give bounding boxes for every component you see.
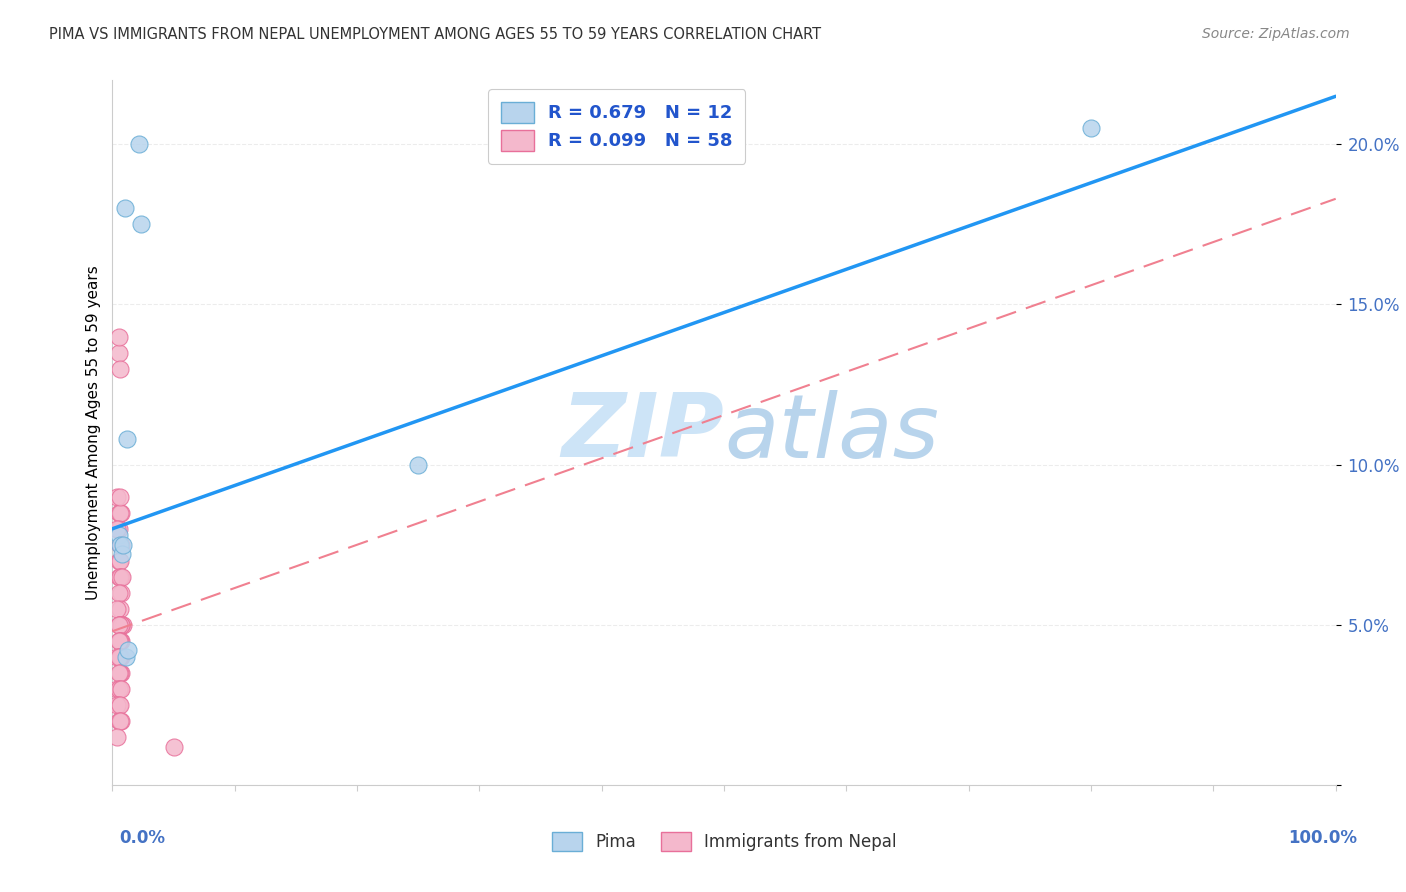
Point [112, 538, 135, 552]
Point [108, 506, 131, 520]
Point [108, 554, 131, 568]
Point [105, 730, 128, 744]
Point [110, 633, 132, 648]
Point [110, 617, 132, 632]
Text: atlas: atlas [724, 390, 939, 475]
Point [408, 458, 430, 472]
Point [107, 329, 129, 343]
Text: Source: ZipAtlas.com: Source: ZipAtlas.com [1202, 27, 1350, 41]
Y-axis label: Unemployment Among Ages 55 to 59 years: Unemployment Among Ages 55 to 59 years [86, 265, 101, 600]
Point [107, 554, 129, 568]
Point [107, 698, 129, 712]
Point [105, 490, 128, 504]
Point [108, 681, 131, 696]
Point [108, 617, 131, 632]
Point [163, 739, 186, 754]
Legend: Pima, Immigrants from Nepal: Pima, Immigrants from Nepal [541, 822, 907, 861]
Text: PIMA VS IMMIGRANTS FROM NEPAL UNEMPLOYMENT AMONG AGES 55 TO 59 YEARS CORRELATION: PIMA VS IMMIGRANTS FROM NEPAL UNEMPLOYME… [49, 27, 821, 42]
Text: 0.0%: 0.0% [120, 829, 166, 847]
Point [107, 649, 129, 664]
Point [107, 506, 129, 520]
Point [107, 714, 129, 728]
Point [115, 649, 138, 664]
Point [112, 617, 135, 632]
Point [128, 137, 150, 152]
Point [110, 617, 132, 632]
Text: 100.0%: 100.0% [1288, 829, 1357, 847]
Point [1080, 121, 1102, 136]
Point [105, 649, 128, 664]
Text: ZIP: ZIP [561, 389, 724, 476]
Point [110, 714, 132, 728]
Point [107, 345, 129, 359]
Point [108, 633, 131, 648]
Point [114, 202, 136, 216]
Point [108, 698, 131, 712]
Point [107, 617, 129, 632]
Point [111, 617, 134, 632]
Point [108, 538, 131, 552]
Point [129, 218, 152, 232]
Point [107, 617, 129, 632]
Point [110, 586, 132, 600]
Point [105, 522, 128, 536]
Point [107, 522, 129, 536]
Point [111, 570, 134, 584]
Point [108, 361, 131, 376]
Point [108, 649, 131, 664]
Point [110, 649, 132, 664]
Point [108, 570, 131, 584]
Point [105, 601, 128, 615]
Point [108, 490, 131, 504]
Point [107, 649, 129, 664]
Point [107, 528, 129, 542]
Point [107, 570, 129, 584]
Point [107, 617, 129, 632]
Point [107, 665, 129, 680]
Point [108, 714, 131, 728]
Point [110, 506, 132, 520]
Point [110, 617, 132, 632]
Point [111, 547, 134, 561]
Point [108, 649, 131, 664]
Point [108, 665, 131, 680]
Point [117, 643, 139, 657]
Point [108, 601, 131, 615]
Point [108, 617, 131, 632]
Point [107, 681, 129, 696]
Point [108, 633, 131, 648]
Point [110, 538, 132, 552]
Point [105, 698, 128, 712]
Point [108, 538, 131, 552]
Point [110, 570, 132, 584]
Point [115, 432, 138, 446]
Point [107, 633, 129, 648]
Point [105, 681, 128, 696]
Point [107, 586, 129, 600]
Point [110, 681, 132, 696]
Point [110, 665, 132, 680]
Point [107, 633, 129, 648]
